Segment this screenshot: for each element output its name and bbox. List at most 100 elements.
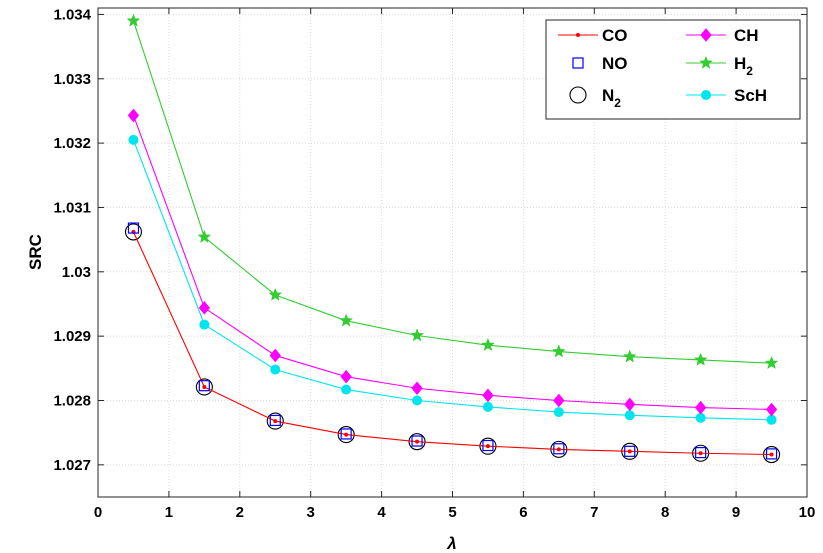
- data-point: [198, 301, 211, 315]
- data-point: [266, 412, 284, 430]
- legend-marker: [572, 57, 584, 69]
- x-tick-label: 0: [94, 504, 102, 521]
- data-point: [769, 452, 774, 457]
- data-point: [482, 388, 494, 403]
- legend-label-text: CH: [734, 26, 759, 45]
- legend-label-text: CO: [602, 26, 628, 45]
- data-point: [764, 355, 779, 369]
- data-point: [553, 393, 565, 408]
- legend-label: CH: [734, 26, 759, 45]
- y-tick-label: 1.03: [62, 264, 91, 281]
- x-axis-title: λ: [446, 534, 456, 553]
- legend-label-subscript: 2: [746, 64, 753, 78]
- data-point: [622, 349, 637, 363]
- x-tick-label: 9: [732, 504, 740, 521]
- data-point: [482, 439, 494, 452]
- x-tick-label: 7: [590, 504, 598, 521]
- legend-label: NO: [602, 54, 628, 73]
- legend-label-text: ScH: [734, 86, 767, 105]
- data-point: [627, 449, 632, 454]
- data-point: [553, 443, 565, 455]
- data-point: [698, 451, 703, 456]
- legend-label: CO: [602, 26, 628, 45]
- x-tick-label: 1: [165, 504, 173, 521]
- data-point: [341, 384, 352, 395]
- data-point: [624, 397, 636, 412]
- legend-label-text: N: [602, 86, 614, 105]
- data-point: [556, 447, 561, 452]
- series-no: [127, 222, 778, 460]
- legend-label-text: H: [734, 54, 746, 73]
- series-ch: [127, 108, 778, 417]
- data-point: [482, 401, 493, 412]
- data-point: [202, 384, 207, 389]
- data-point: [766, 414, 777, 425]
- legend-entry: H2: [686, 54, 753, 78]
- legend-entry: N2: [569, 86, 621, 110]
- legend-entry: CH: [686, 26, 759, 45]
- series-h2: [126, 13, 779, 369]
- data-point: [553, 407, 564, 418]
- data-point: [481, 337, 495, 351]
- legend-marker: [699, 55, 713, 69]
- x-tick-label: 2: [236, 504, 244, 521]
- data-point: [340, 428, 352, 440]
- data-point: [695, 412, 706, 423]
- legend-entry: ScH: [686, 86, 767, 105]
- legend-box: [545, 19, 801, 120]
- data-point: [337, 426, 355, 444]
- y-tick-label: 1.034: [53, 6, 91, 23]
- y-tick-label: 1.033: [53, 71, 91, 88]
- data-point: [127, 108, 140, 123]
- legend-marker: [576, 33, 580, 37]
- legend-label-text: NO: [602, 54, 628, 73]
- data-point: [124, 223, 142, 241]
- data-point: [693, 352, 708, 366]
- data-point: [624, 445, 636, 457]
- data-point: [198, 380, 210, 392]
- data-point: [126, 13, 141, 27]
- series-line: [132, 20, 772, 364]
- data-point: [268, 287, 283, 301]
- data-point: [765, 402, 778, 417]
- y-tick-label: 1.028: [53, 392, 91, 409]
- data-point: [412, 395, 423, 406]
- x-tick-label: 4: [377, 504, 386, 521]
- series-sch: [128, 134, 777, 425]
- series-layer: [124, 13, 781, 464]
- data-point: [415, 439, 420, 444]
- x-tick-label: 10: [799, 504, 816, 521]
- legend-label: ScH: [734, 86, 767, 105]
- series-co: [131, 229, 774, 457]
- data-point: [411, 435, 423, 447]
- x-tick-label: 3: [307, 504, 315, 521]
- data-point: [339, 313, 353, 327]
- y-tick-label: 1.032: [53, 135, 91, 152]
- x-tick-label: 6: [519, 504, 527, 521]
- data-point: [694, 400, 707, 415]
- data-point: [197, 229, 212, 243]
- y-tick-label: 1.027: [53, 457, 91, 474]
- data-point: [340, 369, 352, 384]
- data-point: [270, 364, 281, 375]
- legend-marker: [701, 90, 711, 100]
- data-point: [485, 444, 490, 449]
- data-point: [127, 222, 140, 234]
- data-point: [273, 419, 278, 424]
- x-tick-label: 5: [448, 504, 456, 521]
- data-point: [128, 134, 139, 145]
- data-point: [195, 378, 213, 396]
- data-point: [624, 410, 635, 421]
- legend-label: N2: [602, 86, 621, 110]
- y-tick-label: 1.031: [53, 199, 91, 216]
- data-point: [765, 448, 778, 460]
- data-point: [695, 447, 707, 459]
- data-point: [411, 381, 423, 396]
- legend-label: H2: [734, 54, 753, 78]
- legend-marker: [569, 86, 587, 104]
- legend-marker: [700, 28, 712, 42]
- x-tick-label: 8: [661, 504, 669, 521]
- data-point: [410, 328, 424, 342]
- data-point: [344, 432, 349, 437]
